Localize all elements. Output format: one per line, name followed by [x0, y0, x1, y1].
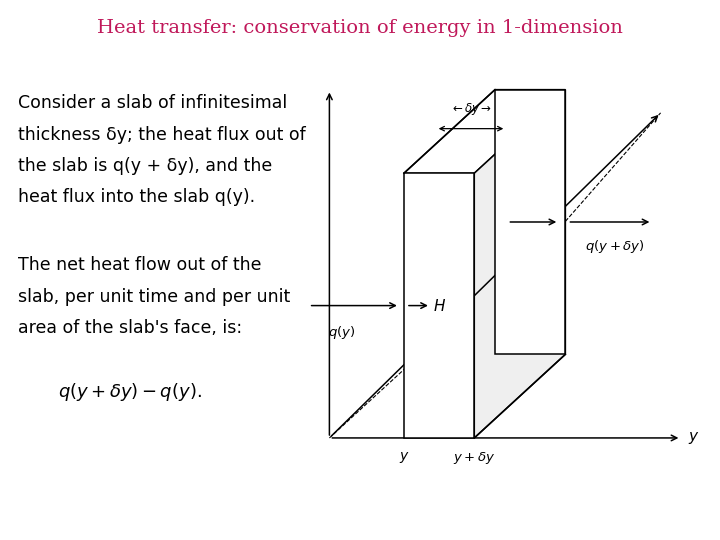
Text: The net heat flow out of the: The net heat flow out of the [18, 256, 261, 274]
Text: $q(y + \delta y)$: $q(y + \delta y)$ [585, 238, 645, 255]
Text: $H$: $H$ [433, 298, 446, 314]
Text: heat flux into the slab q(y).: heat flux into the slab q(y). [18, 188, 255, 206]
Text: Heat transfer: conservation of energy in 1-dimension: Heat transfer: conservation of energy in… [97, 19, 623, 37]
Text: $q(y + \delta y) - q(y).$: $q(y + \delta y) - q(y).$ [58, 381, 202, 403]
Polygon shape [404, 90, 565, 173]
Text: thickness δy; the heat flux out of: thickness δy; the heat flux out of [18, 126, 306, 144]
Text: $y + \delta y$: $y + \delta y$ [453, 449, 495, 465]
Text: slab, per unit time and per unit: slab, per unit time and per unit [18, 288, 290, 306]
Text: $y$: $y$ [688, 430, 699, 446]
Polygon shape [404, 173, 474, 438]
Text: $\leftarrow \delta y \rightarrow$: $\leftarrow \delta y \rightarrow$ [450, 101, 492, 117]
Text: $y$: $y$ [399, 449, 409, 464]
Text: the slab is q(y + δy), and the: the slab is q(y + δy), and the [18, 157, 272, 175]
Polygon shape [474, 90, 565, 438]
Text: $q(y)$: $q(y)$ [328, 324, 356, 341]
Polygon shape [495, 90, 565, 354]
Text: area of the slab's face, is:: area of the slab's face, is: [18, 319, 242, 337]
Text: Consider a slab of infinitesimal: Consider a slab of infinitesimal [18, 94, 287, 112]
